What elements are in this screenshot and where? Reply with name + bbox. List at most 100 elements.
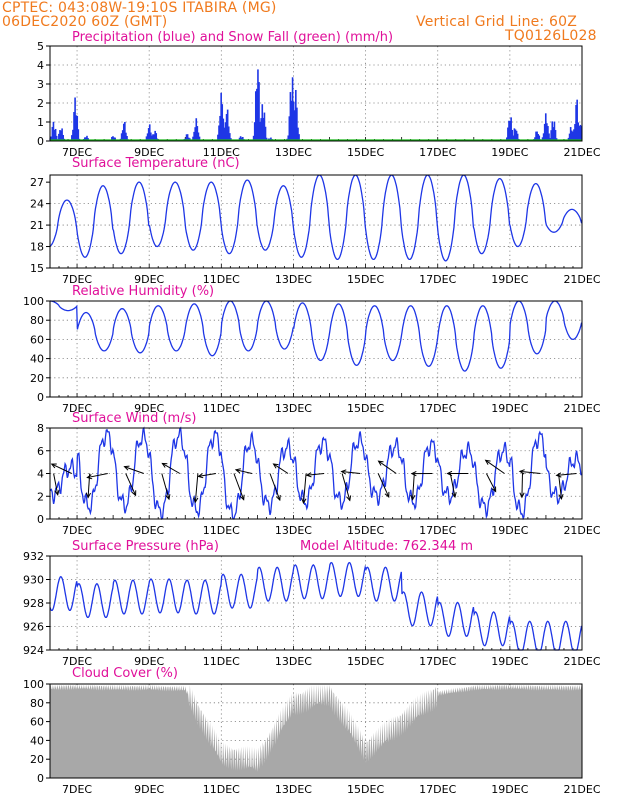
precip-bar (58, 133, 60, 141)
precip-title: Precipitation (blue) and Snow Fall (gree… (72, 30, 394, 45)
precip-bar (547, 126, 549, 141)
humidity-xtick-label: 15DEC (347, 402, 384, 415)
humidity-ytick-label: 100 (23, 295, 44, 308)
humidity-ytick-label: 40 (30, 353, 44, 366)
precip-bar (288, 116, 291, 141)
precip-bar (551, 121, 554, 141)
wind-arrow (377, 473, 390, 498)
precip-bar (51, 126, 54, 141)
precip-bar (225, 114, 228, 141)
header-station: CPTEC: 043:08W-19:10S ITABIRA (MG) (2, 0, 277, 16)
precip-bar (187, 137, 190, 141)
precip-bar (76, 115, 79, 141)
cloud-xtick-label: 21DEC (563, 783, 600, 796)
pressure-ytick-label: 928 (23, 597, 44, 610)
precip-bar (579, 124, 582, 141)
precip-bar (270, 137, 272, 141)
precip-bar (506, 137, 508, 141)
humidity-xtick-label: 21DEC (563, 402, 600, 415)
temperature-ytick-label: 18 (30, 241, 44, 254)
precip-bar (52, 121, 55, 141)
cloud-ytick-label: 60 (30, 716, 44, 729)
humidity-ytick-label: 60 (30, 333, 44, 346)
wind-arrow-head (340, 469, 347, 475)
precip-bar (74, 97, 76, 141)
wind-arrow-head (272, 463, 279, 469)
humidity-xtick-label: 19DEC (491, 402, 528, 415)
precip-bar (193, 131, 195, 141)
temperature-ytick-label: 24 (30, 198, 44, 211)
cloud-ytick-label: 0 (37, 772, 44, 785)
wind-xtick-label: 21DEC (563, 524, 600, 537)
precip-xtick-label: 15DEC (347, 146, 384, 159)
precip-bar (53, 129, 56, 141)
wind-ytick-label: 6 (37, 445, 44, 458)
precip-bar (254, 91, 257, 141)
wind-arrow (194, 473, 199, 503)
precip-bar (577, 122, 580, 141)
precip-bar (192, 136, 194, 141)
wind-arrow-head (410, 471, 417, 477)
precip-bar (290, 100, 293, 141)
precip-bar (242, 136, 244, 141)
wind-arrow (235, 469, 253, 474)
precip-bar (552, 127, 555, 141)
wind-xtick-label: 11DEC (203, 524, 240, 537)
wind-arrow-head (555, 472, 562, 478)
wind-arrow-head (301, 498, 307, 505)
temperature-xtick-label: 9DEC (134, 273, 164, 286)
wind-xtick-label: 9DEC (134, 524, 164, 537)
precip-bar (239, 136, 242, 141)
wind-series-line (49, 426, 582, 521)
pressure-xtick-label: 19DEC (491, 655, 528, 668)
precip-bar (516, 133, 519, 141)
wind-xtick-label: 7DEC (62, 524, 92, 537)
precip-bar (292, 101, 295, 141)
precip-bar (548, 133, 550, 141)
precip-bar (55, 135, 58, 141)
wind-arrow-head (131, 490, 137, 497)
pressure-frame (49, 555, 583, 651)
wind-arrow-head (123, 465, 130, 471)
precip-bar (572, 131, 574, 141)
wind-arrow (485, 473, 497, 492)
cloud-ytick-label: 40 (30, 734, 44, 747)
temperature-frame (49, 174, 583, 269)
pressure-series-line (49, 561, 583, 651)
precip-bar (126, 135, 128, 141)
wind-arrow-head (165, 494, 171, 501)
precip-bar (62, 135, 64, 141)
precip-bar (260, 118, 262, 141)
wind-arrow (198, 473, 216, 477)
precip-bar (60, 130, 62, 141)
cloud-cover-area (50, 684, 582, 778)
wind-arrow (412, 473, 415, 500)
precip-bar (514, 129, 517, 141)
wind-arrow (53, 473, 59, 495)
precip-bar (75, 115, 77, 141)
wind-frame (49, 427, 583, 520)
pressure-xtick-label: 7DEC (62, 655, 92, 668)
precip-bar (153, 134, 155, 141)
precip-ytick-label: 1 (37, 116, 44, 129)
cloud-ytick-label: 20 (30, 753, 44, 766)
cloud-xtick-label: 7DEC (62, 783, 92, 796)
pressure-xtick-label: 13DEC (275, 655, 312, 668)
precip-bar (238, 137, 241, 141)
precip-bar (222, 118, 225, 141)
precip-bar (576, 99, 578, 141)
precip-bar (84, 137, 86, 141)
precip-bar (218, 125, 220, 141)
precip-bar (554, 130, 557, 141)
precip-bar (259, 121, 261, 141)
precip-bar (573, 129, 575, 141)
precip-bar (511, 129, 514, 141)
humidity-panel: 0 20 40 60 80 100 7DEC 9DEC 11DEC 13DEC 15DEC 17DEC… (23, 295, 601, 415)
precip-bar (287, 135, 290, 141)
precip-bar (186, 134, 189, 141)
wind-arrow-head (491, 486, 497, 493)
cloud-xtick-label: 11DEC (203, 783, 240, 796)
precip-bar (54, 128, 57, 141)
wind-arrow (161, 473, 170, 500)
cloud-panel: 0 20 40 60 80 100 7DEC 9DEC 11DEC 13DEC 15DEC 17DEC… (23, 678, 601, 796)
